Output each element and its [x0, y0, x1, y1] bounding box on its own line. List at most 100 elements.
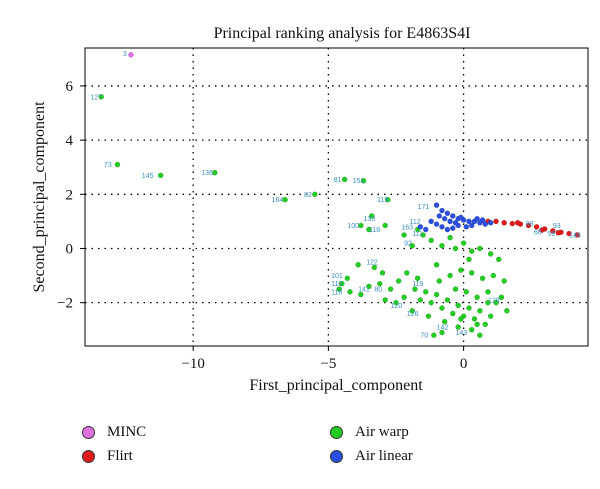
air-warp-point-label: 118: [369, 227, 380, 234]
air-warp-point: [449, 310, 456, 317]
air-warp-point-label: 119: [377, 197, 388, 204]
air-warp-point: [428, 299, 434, 306]
air-warp-point: [493, 299, 499, 306]
air-warp-point: [452, 245, 459, 252]
air-warp-point: [485, 299, 491, 306]
air-warp-point: [479, 275, 486, 282]
y-axis-label: Second_principal_component: [31, 101, 48, 293]
minc-point-label: 3: [123, 51, 127, 58]
air-warp-point: [401, 232, 407, 238]
air-linear-point: [433, 221, 440, 227]
air-warp-point: [452, 286, 459, 292]
y-tick-label: 6: [66, 79, 74, 95]
y-tick-label: 2: [66, 187, 74, 203]
air-linear-point: [479, 217, 486, 223]
air-linear-point: [439, 223, 445, 230]
air-warp-point: [471, 316, 478, 322]
x-tick-label: 0: [460, 356, 468, 372]
air-warp-point: [468, 248, 475, 254]
air-warp-point: [460, 240, 467, 246]
air-warp-point: [366, 283, 372, 290]
air-warp-point: [468, 326, 475, 333]
air-warp-point-label: 92: [404, 241, 412, 248]
air-warp-point: [428, 237, 434, 244]
air-warp-point: [436, 278, 443, 284]
air-warp-point: [477, 245, 483, 252]
air-warp-point: [382, 222, 388, 229]
air-warp-point: [466, 256, 472, 263]
air-linear-point-label: 112: [410, 219, 421, 226]
air-warp-point-label: 100: [347, 223, 359, 230]
air-linear-point: [482, 221, 489, 227]
air-warp-point: [501, 278, 507, 284]
flirt-point: [509, 220, 516, 227]
flirt-point: [566, 230, 572, 237]
air-warp-point: [455, 324, 461, 330]
air-warp-point: [401, 294, 407, 301]
air-warp-point: [395, 278, 402, 284]
air-warp-point: [409, 307, 416, 314]
air-warp-point: [433, 291, 440, 298]
air-warp-point: [482, 321, 489, 328]
flirt-point: [574, 232, 580, 238]
air-warp-point-label: 101: [331, 273, 343, 280]
air-warp-point: [312, 191, 318, 198]
air-warp-point: [420, 232, 426, 238]
air-warp-point: [212, 169, 218, 176]
air-warp-point: [474, 294, 480, 301]
chart-title: Principal ranking analysis for E4863S4I: [214, 25, 471, 42]
air-warp-point: [439, 242, 445, 249]
air-warp-point: [360, 177, 367, 184]
flirt-point: [514, 219, 521, 226]
air-warp-point: [347, 289, 353, 295]
minc-point: [128, 51, 134, 58]
air-warp-point-label: 120: [391, 303, 403, 310]
air-warp-point-label: 127: [90, 94, 102, 101]
air-warp-point: [358, 291, 364, 298]
air-warp-point: [422, 289, 429, 295]
air-warp-point: [157, 172, 164, 179]
air-warp-point-label: 116: [331, 289, 342, 296]
air-warp-point: [439, 329, 445, 336]
air-warp-point: [379, 270, 386, 276]
flirt-point: [550, 228, 556, 234]
flirt-point: [493, 218, 499, 225]
air-linear-point: [466, 218, 472, 225]
data-points: [98, 51, 580, 338]
air-warp-point: [339, 280, 345, 287]
air-warp-point: [498, 294, 505, 301]
air-warp-point: [447, 234, 453, 241]
air-warp-point: [376, 280, 383, 287]
air-warp-point-label: 141: [358, 287, 370, 294]
air-linear-point-label: 163: [401, 224, 413, 231]
air-warp-point: [468, 270, 475, 276]
air-warp-point: [490, 272, 497, 279]
air-warp-point-label: 80: [374, 287, 382, 294]
air-warp-point: [366, 226, 372, 233]
air-warp-point: [412, 286, 418, 292]
air-linear-point-label: 111: [412, 231, 423, 238]
air-linear-point: [449, 213, 456, 219]
air-warp-point: [371, 264, 378, 271]
air-warp-point: [382, 297, 388, 303]
air-warp-point: [504, 307, 510, 314]
air-linear-point: [417, 223, 424, 230]
air-warp-point-label: 70: [420, 333, 428, 340]
air-warp-point: [98, 93, 105, 100]
air-warp-point: [485, 289, 491, 295]
plot-frame: [84, 47, 589, 347]
air-warp-point: [336, 286, 343, 292]
air-warp-point-label: 136: [201, 170, 213, 177]
air-linear-point: [444, 210, 451, 217]
flirt-point-label: 58: [547, 231, 555, 238]
air-linear-point: [458, 214, 464, 221]
air-linear-point: [463, 223, 470, 230]
air-warp-point-label: 122: [366, 260, 378, 267]
air-warp-point-label: 126: [407, 311, 419, 318]
x-tick-label: −5: [320, 356, 336, 372]
air-warp-point: [404, 270, 410, 276]
air-warp-point: [495, 256, 502, 263]
air-warp-point: [474, 321, 480, 328]
air-warp-point: [487, 313, 494, 320]
